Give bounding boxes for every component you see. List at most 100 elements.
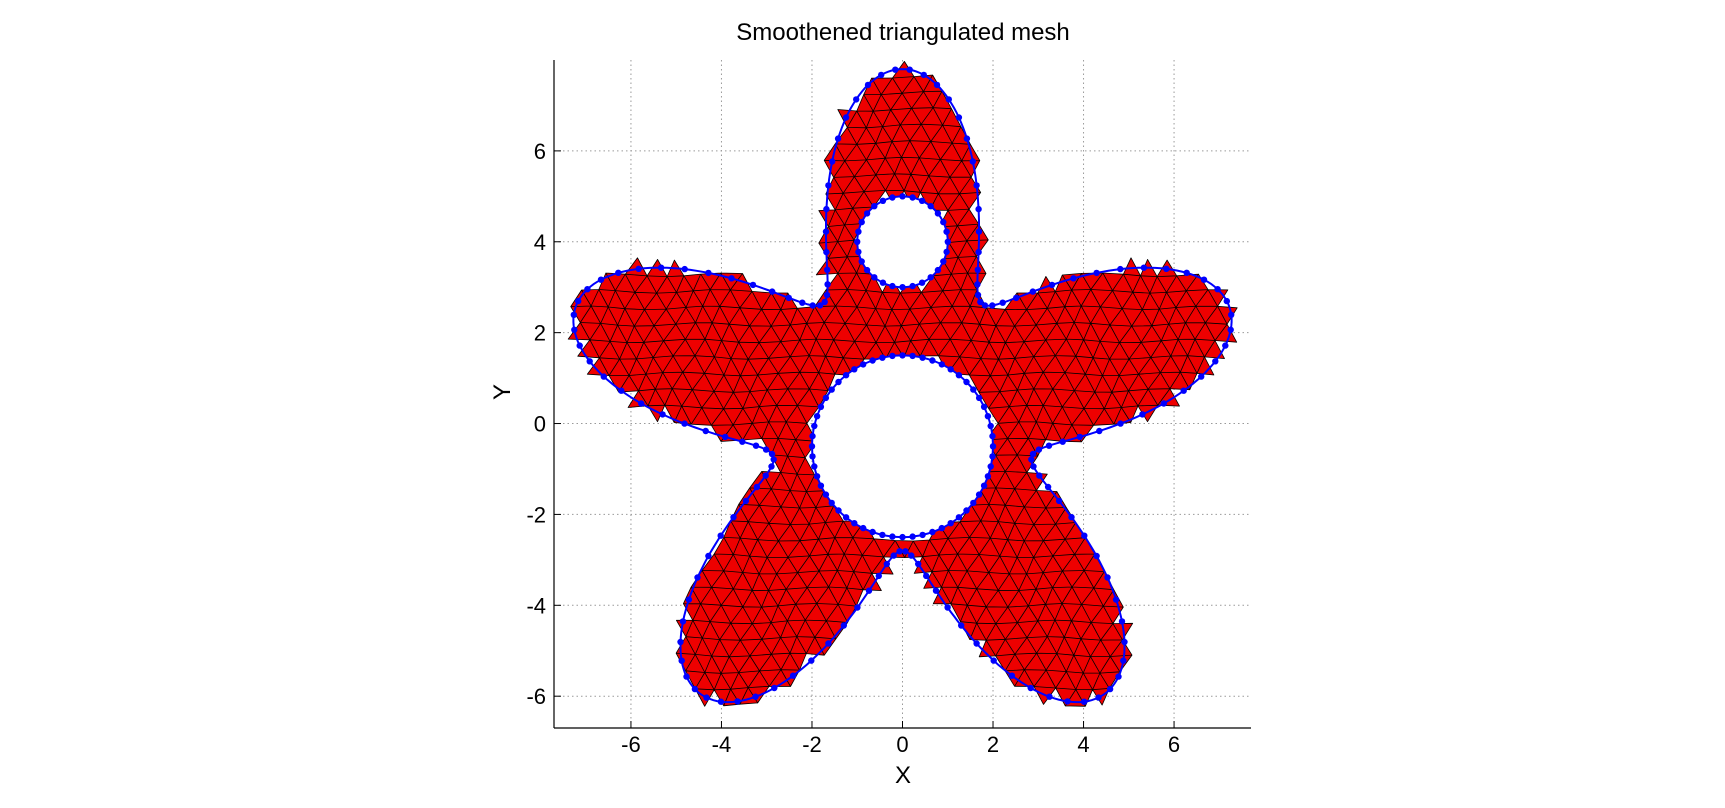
hole-node <box>955 514 963 521</box>
x-tick-label: -6 <box>621 732 641 757</box>
boundary-node <box>1115 673 1122 680</box>
boundary-node <box>586 358 593 365</box>
hole-node <box>842 514 850 521</box>
boundary-node <box>1106 685 1114 693</box>
boundary-node <box>769 288 776 295</box>
hole-node <box>987 463 994 470</box>
boundary-node <box>808 657 815 664</box>
boundary-node <box>883 560 890 568</box>
hole-node <box>975 394 983 402</box>
hole-node <box>989 443 997 450</box>
boundary-node <box>974 291 982 299</box>
boundary-node <box>762 446 770 453</box>
boundary-node <box>1045 442 1053 449</box>
y-tick-label: -2 <box>526 502 546 527</box>
hole-node <box>855 248 862 256</box>
hole-node <box>860 524 867 532</box>
boundary-node <box>1035 446 1043 453</box>
hole-node <box>851 520 858 527</box>
x-tick-label: 0 <box>896 732 908 757</box>
hole-node <box>943 228 950 235</box>
hole-node <box>889 352 896 360</box>
boundary-node <box>1118 618 1126 625</box>
hole-node <box>940 218 947 226</box>
boundary-node <box>878 71 885 79</box>
boundary-node <box>854 604 861 611</box>
hole-node <box>871 203 878 210</box>
hole-node <box>929 528 936 536</box>
boundary-node <box>973 640 980 647</box>
boundary-node <box>752 442 760 449</box>
boundary-node <box>933 81 941 89</box>
boundary-node <box>789 672 797 679</box>
boundary-node <box>944 604 951 611</box>
hole-node <box>984 473 992 480</box>
boundary-node <box>977 298 984 306</box>
hole-node <box>970 499 977 507</box>
boundary-node <box>932 587 940 594</box>
boundary-node <box>1140 264 1148 271</box>
boundary-node <box>717 532 724 539</box>
hole-node <box>811 422 818 430</box>
hole-node <box>989 432 996 440</box>
hole-node <box>938 524 945 532</box>
boundary-node <box>728 275 735 282</box>
boundary-node <box>1183 269 1190 276</box>
x-tick-label: 2 <box>987 732 999 757</box>
boundary-node <box>730 514 737 521</box>
boundary-node <box>1117 265 1124 273</box>
boundary-node <box>1198 373 1205 380</box>
hole-node <box>919 531 926 539</box>
boundary-node <box>1076 433 1084 441</box>
boundary-node <box>1048 281 1056 289</box>
boundary-node <box>955 114 963 121</box>
boundary-node <box>915 560 922 568</box>
boundary-node <box>1093 269 1100 277</box>
boundary-node <box>892 66 899 73</box>
hole-node <box>822 491 830 498</box>
boundary-node <box>1070 275 1077 282</box>
axes <box>553 60 1251 729</box>
hole-node <box>851 366 858 373</box>
boundary-node <box>875 572 882 580</box>
hole-node <box>934 210 942 217</box>
boundary-node <box>923 572 930 580</box>
boundary-node <box>705 552 712 560</box>
boundary-node <box>999 299 1006 306</box>
boundary-node <box>989 302 996 309</box>
y-axis-label: Y <box>489 384 516 400</box>
hole-node <box>811 463 818 470</box>
boundary-node <box>1059 438 1066 445</box>
hole-node <box>943 248 950 256</box>
boundary-node <box>975 205 982 213</box>
hole-node <box>940 258 947 265</box>
hole-node <box>927 203 934 210</box>
boundary-node <box>681 420 688 427</box>
boundary-node <box>785 294 792 302</box>
boundary-node <box>749 281 757 289</box>
boundary-node <box>1068 514 1075 521</box>
y-tick-label: -6 <box>526 684 546 709</box>
boundary-node <box>1180 387 1187 394</box>
boundary-node <box>705 269 712 277</box>
hole-node <box>879 531 886 539</box>
boundary-node <box>1104 574 1111 581</box>
hole-node <box>813 473 821 480</box>
boundary-node <box>752 693 759 700</box>
hole-node <box>809 432 816 440</box>
boundary-node <box>1117 420 1124 427</box>
hole-node <box>860 361 867 368</box>
boundary-node <box>829 158 836 165</box>
hole-node <box>919 354 926 361</box>
boundary-node <box>597 276 605 283</box>
hole-node <box>944 238 951 245</box>
hole-node <box>970 386 977 393</box>
boundary-node <box>762 472 769 479</box>
boundary-node <box>890 552 897 559</box>
boundary-node <box>1080 698 1088 705</box>
boundary-node <box>618 387 625 394</box>
boundary-node <box>824 266 831 273</box>
boundary-node <box>584 286 591 293</box>
boundary-node <box>739 438 746 445</box>
